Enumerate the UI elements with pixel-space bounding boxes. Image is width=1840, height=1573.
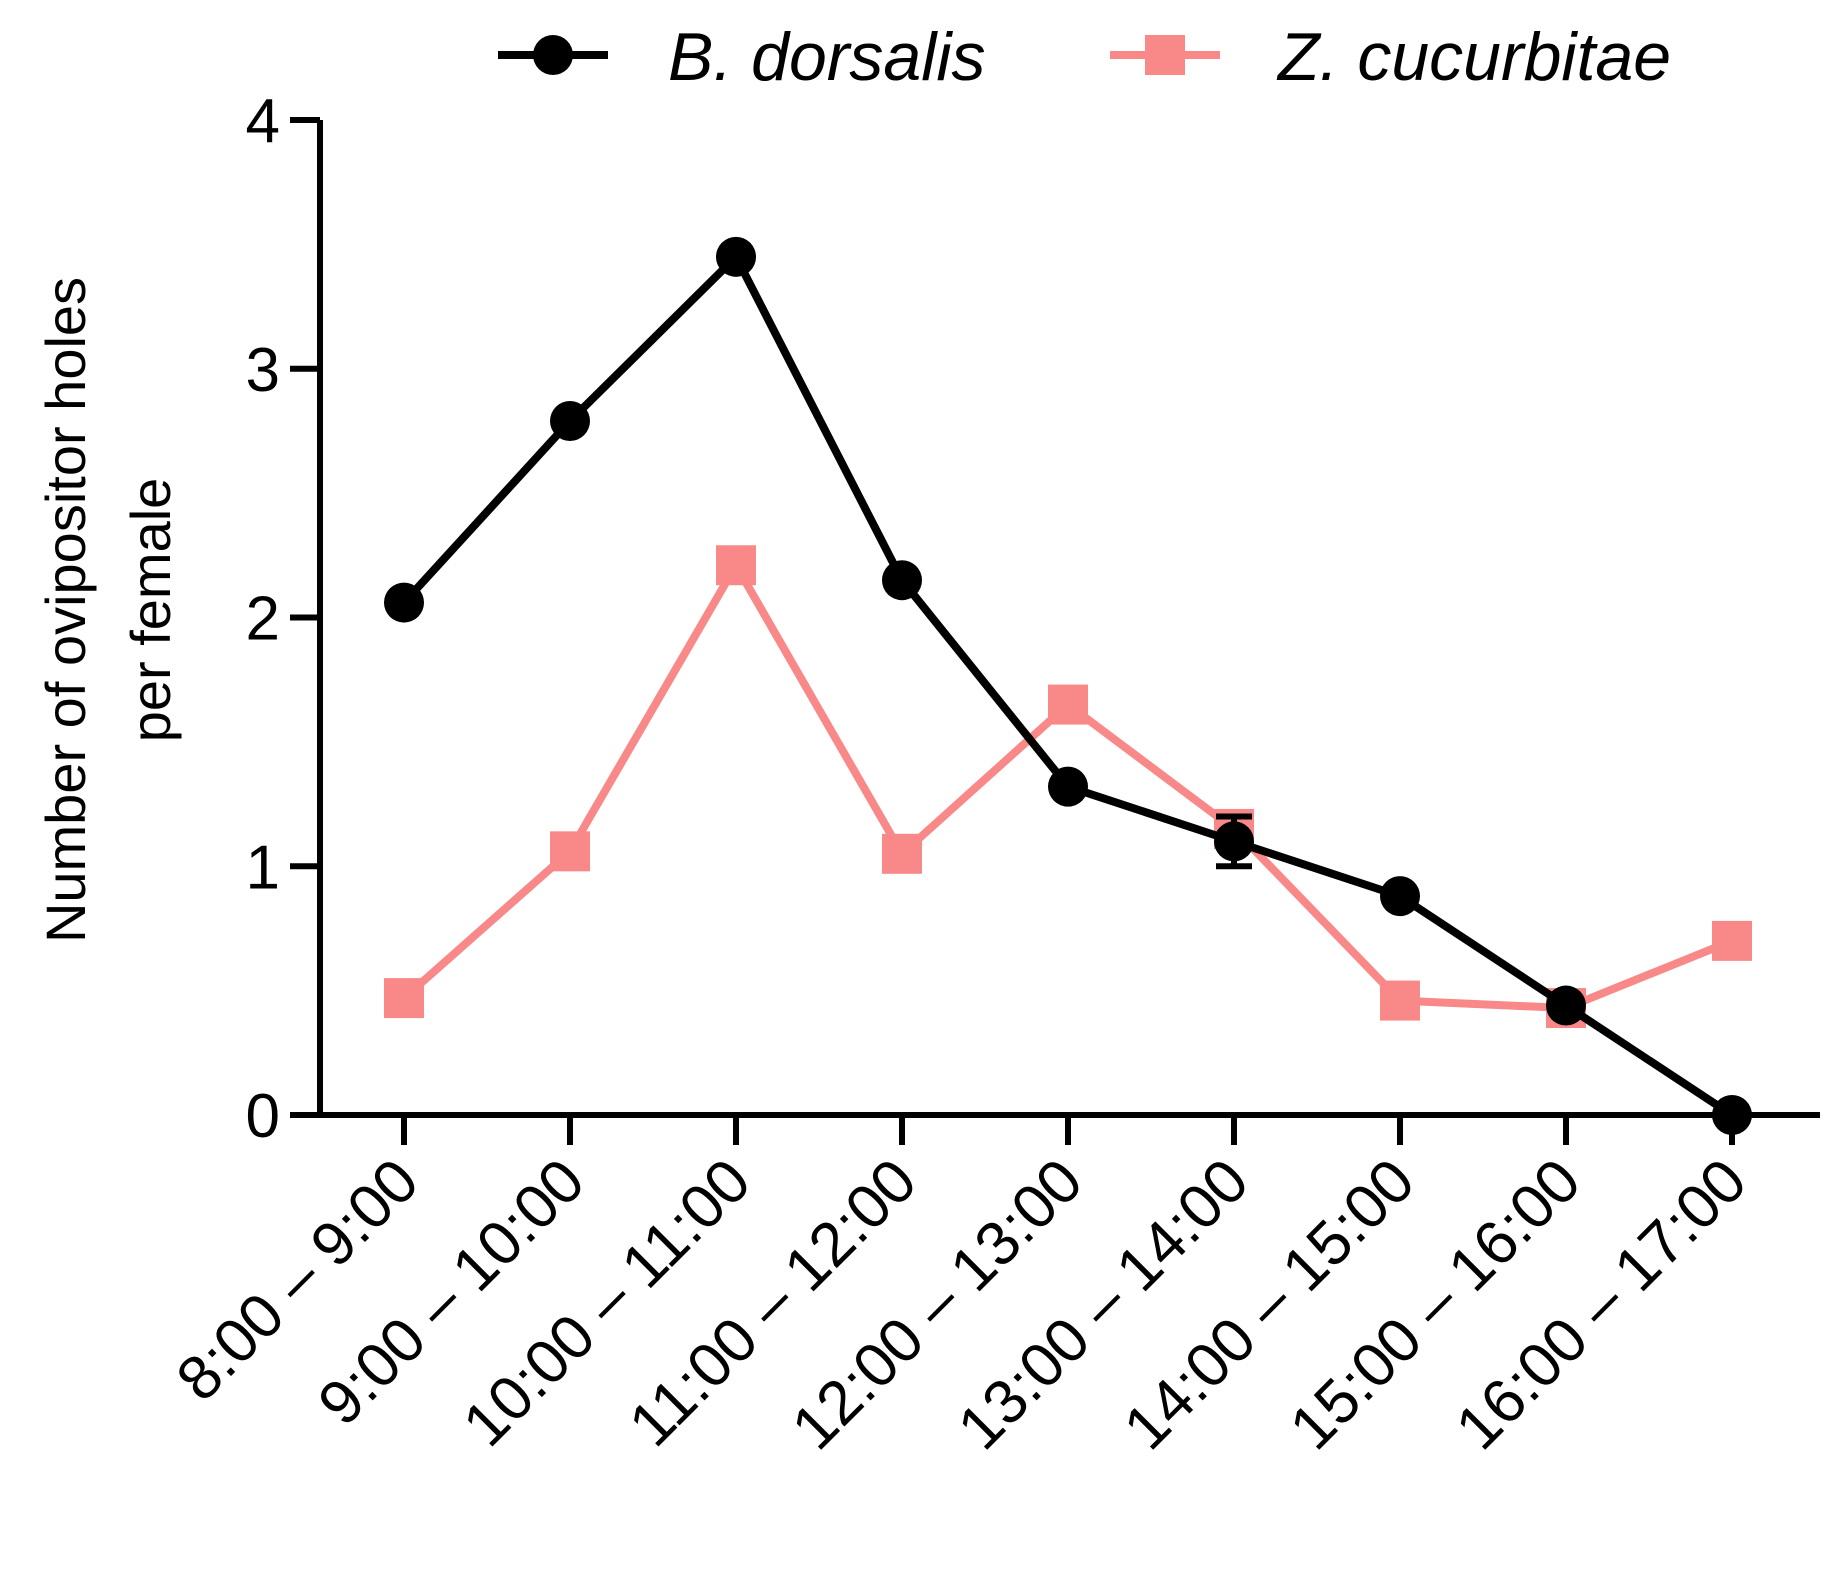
point-b-dorsalis <box>1214 821 1254 862</box>
x-tick-label: 12:00 – 13:00 <box>779 1146 1096 1463</box>
point-z-cucurbitae <box>716 545 756 586</box>
legend-item-z-cucurbitae: Z. cucurbitae <box>1110 19 1671 95</box>
x-tick-label: 14:00 – 15:00 <box>1111 1146 1428 1463</box>
series-b-dorsalis <box>384 236 1752 1135</box>
x-tick-label: 13:00 – 14:00 <box>945 1146 1262 1463</box>
point-b-dorsalis <box>1048 766 1088 807</box>
x-tick-label: 11:00 – 12:00 <box>616 1146 930 1460</box>
point-z-cucurbitae <box>550 831 590 872</box>
y-tick-label: 3 <box>246 336 280 405</box>
point-b-dorsalis <box>716 236 756 277</box>
x-tick-label: 15:00 – 16:00 <box>1277 1146 1594 1463</box>
point-z-cucurbitae <box>384 978 424 1019</box>
y-axis-title: Number of ovipositor holes per female <box>34 277 182 943</box>
series-layer <box>384 236 1752 1135</box>
legend-marker-z-cucurbitae <box>1145 35 1185 75</box>
x-tick-label: 16:00 – 17:00 <box>1443 1146 1760 1463</box>
point-z-cucurbitae <box>1380 980 1420 1021</box>
legend-label-b-dorsalis: B. dorsalis <box>668 19 985 95</box>
y-tick-label: 0 <box>246 1082 280 1151</box>
y-axis-title-line-1: Number of ovipositor holes <box>34 277 97 943</box>
point-z-cucurbitae <box>882 833 922 874</box>
point-b-dorsalis <box>1546 985 1586 1026</box>
point-b-dorsalis <box>384 582 424 623</box>
point-z-cucurbitae <box>1048 684 1088 725</box>
point-b-dorsalis <box>1712 1095 1752 1135</box>
point-b-dorsalis <box>882 560 922 601</box>
x-tick-label: 10:00 – 11:00 <box>450 1146 764 1460</box>
y-tick-label: 4 <box>246 87 280 156</box>
legend-marker-b-dorsalis <box>533 35 573 75</box>
legend-item-b-dorsalis: B. dorsalis <box>498 19 985 95</box>
y-tick-label: 1 <box>246 833 280 902</box>
point-b-dorsalis <box>1380 876 1420 917</box>
point-b-dorsalis <box>550 400 590 441</box>
legend-label-z-cucurbitae: Z. cucurbitae <box>1276 19 1671 95</box>
y-tick-label: 2 <box>246 585 280 654</box>
point-z-cucurbitae <box>1712 920 1752 961</box>
y-axis-title-line-2: per female <box>119 478 182 743</box>
legend: B. dorsalis Z. cucurbitae <box>498 19 1671 95</box>
